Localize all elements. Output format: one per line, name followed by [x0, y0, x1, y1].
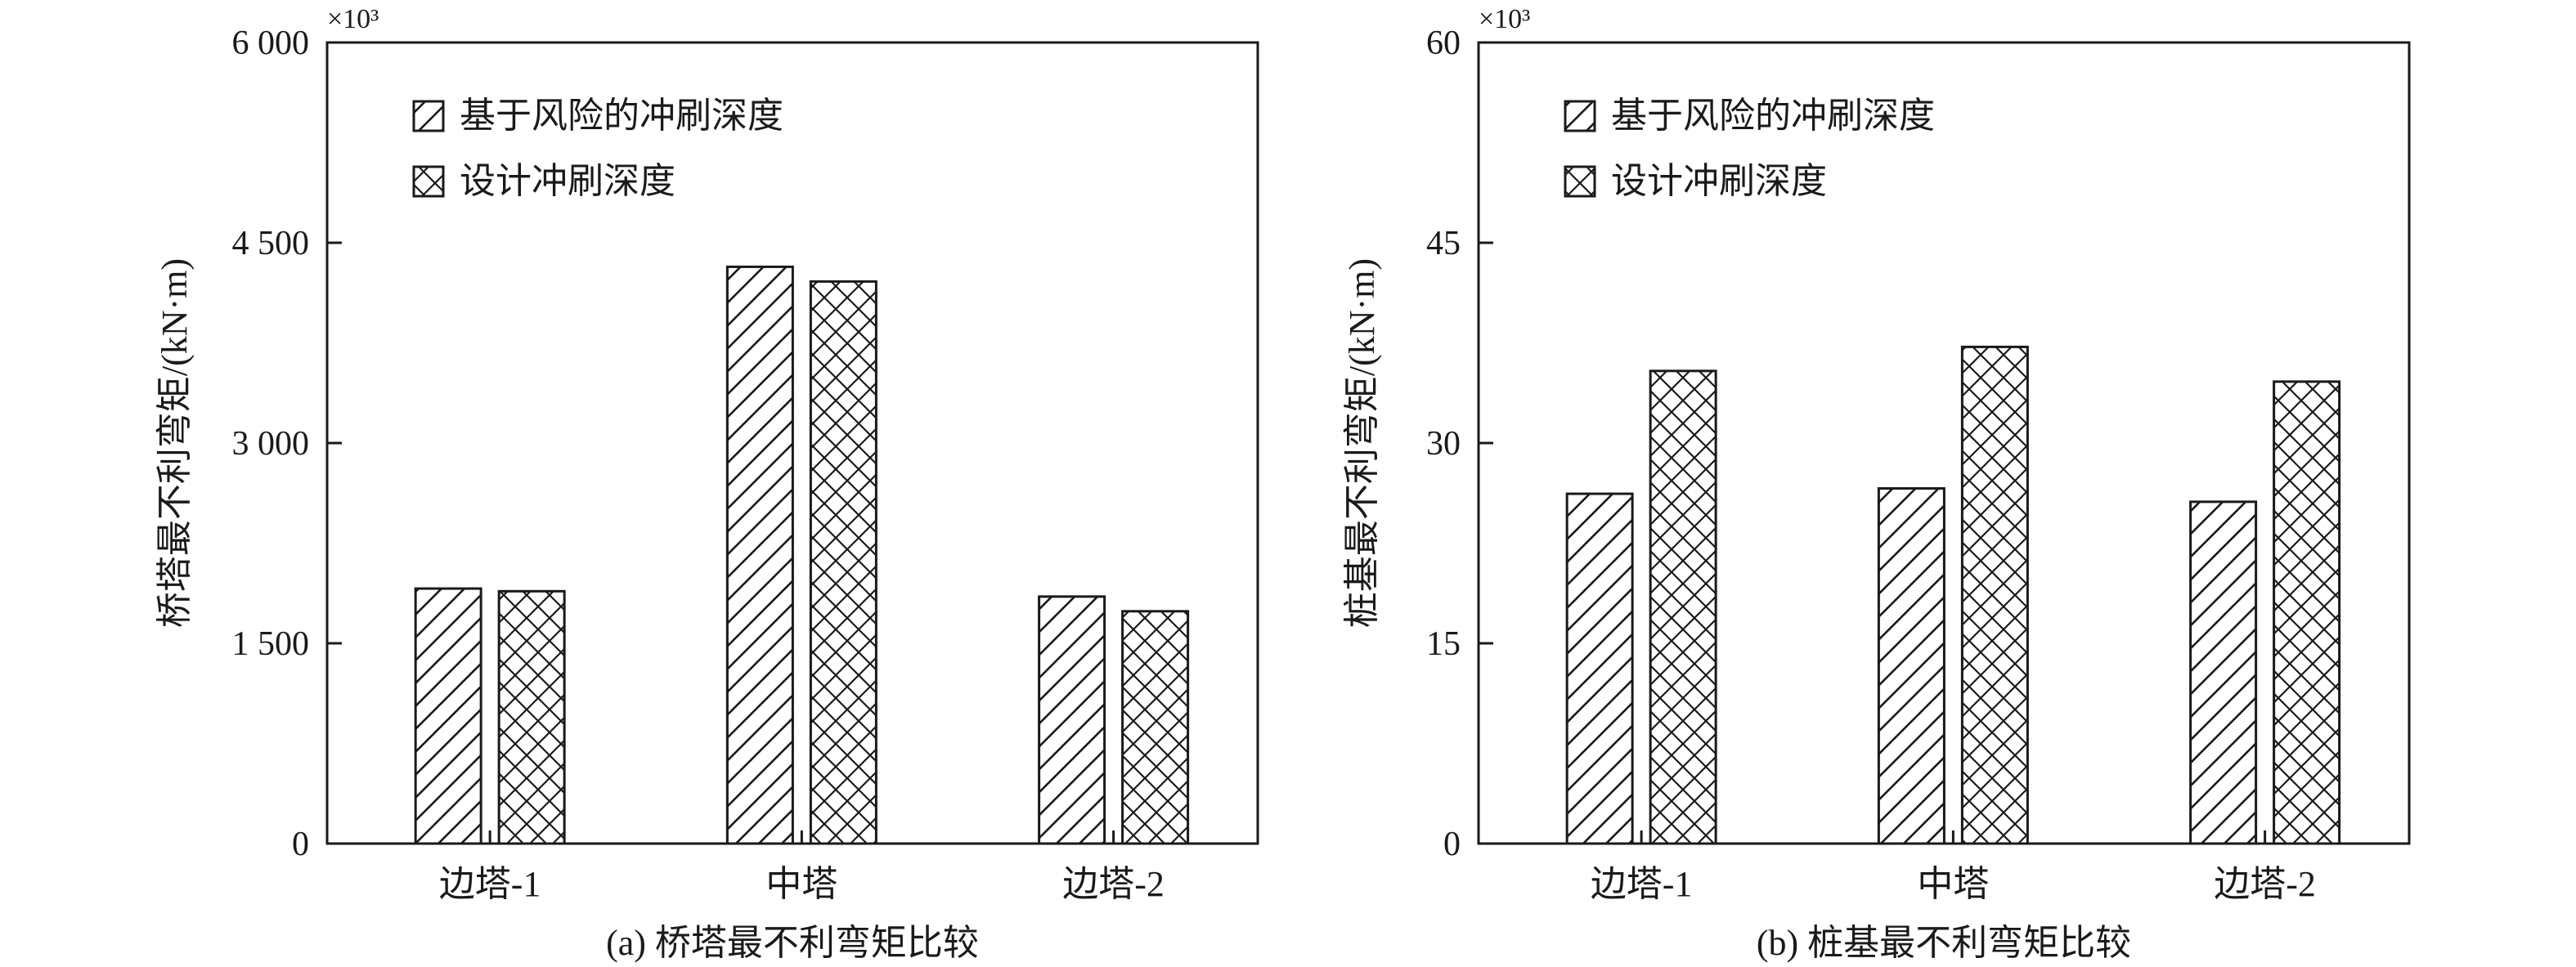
legend-item: 设计冲刷深度: [412, 161, 675, 201]
chart-title: (a) 桥塔最不利弯矩比较: [606, 923, 979, 963]
x-tick-label: 边塔-2: [1062, 864, 1165, 904]
bar: [2273, 380, 2341, 845]
bar: [1649, 369, 1717, 845]
axis-multiplier: ×10³: [327, 4, 379, 34]
y-axis-label: 桥塔最不利弯矩/(kN·m): [155, 258, 195, 628]
bar: [414, 587, 482, 845]
legend-label: 基于风险的冲刷深度: [460, 96, 783, 136]
chart-panel-a: 0 1 500 3 000 4 500 6 000 ×10³ 桥塔最不利弯矩/(kN·m) 边…: [155, 4, 1259, 963]
bar: [809, 280, 877, 845]
legend-label: 基于风险的冲刷深度: [1611, 96, 1935, 136]
legend-swatch: [1564, 165, 1596, 198]
bar: [497, 589, 566, 845]
y-tick-label: 1 500: [232, 625, 310, 663]
y-tick-label: 4 500: [232, 225, 310, 262]
bar: [1121, 610, 1190, 845]
y-tick-label: 6 000: [232, 25, 310, 62]
x-tick-label: 边塔-2: [2214, 864, 2316, 904]
legend-swatch: [1564, 100, 1596, 132]
legend-swatch: [412, 100, 445, 132]
x-tick-label: 中塔: [765, 864, 837, 904]
y-tick-label: 0: [1443, 826, 1461, 863]
bar: [1877, 487, 1945, 845]
legend-label: 设计冲刷深度: [460, 161, 675, 201]
y-axis-label: 桩基最不利弯矩/(kN·m): [1342, 258, 1382, 628]
chart-panel-b: 0 15 30 45 60 ×10³ 桩基最不利弯矩/(kN·m) 边塔-1 中塔 边塔-2 (b)…: [1342, 4, 2411, 963]
legend-swatch: [412, 165, 445, 198]
bar: [1960, 345, 2029, 845]
x-tick-label: 中塔: [1917, 864, 1989, 904]
legend-label: 设计冲刷深度: [1611, 161, 1827, 201]
y-tick-label: 45: [1426, 225, 1461, 262]
bar: [1565, 492, 1634, 845]
bar: [725, 265, 794, 845]
legend-item: 基于风险的冲刷深度: [412, 96, 783, 136]
x-tick-label: 边塔-1: [439, 864, 541, 904]
chart-title: (b) 桩基最不利弯矩比较: [1757, 923, 2131, 963]
y-tick-label: 15: [1426, 625, 1461, 663]
bar: [2189, 500, 2258, 845]
axis-multiplier: ×10³: [1479, 4, 1530, 34]
bar: [1038, 595, 1106, 845]
y-tick-label: 60: [1426, 25, 1461, 62]
legend-item: 设计冲刷深度: [1564, 161, 1827, 201]
legend-item: 基于风险的冲刷深度: [1564, 96, 1935, 136]
x-tick-label: 边塔-1: [1591, 864, 1693, 904]
y-tick-label: 3 000: [232, 425, 310, 463]
y-tick-label: 0: [292, 826, 309, 863]
y-tick-label: 30: [1426, 425, 1461, 463]
